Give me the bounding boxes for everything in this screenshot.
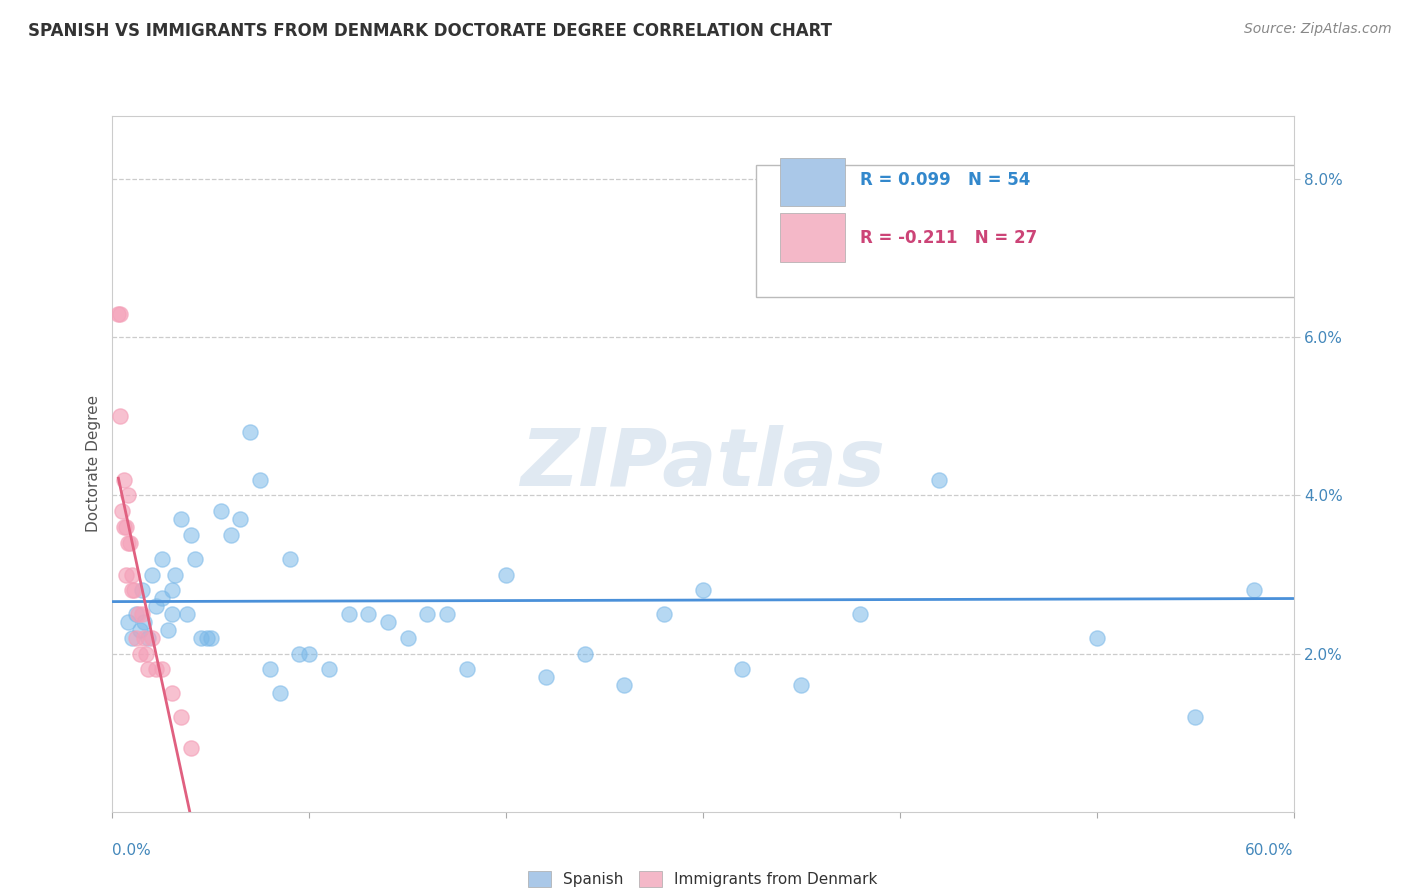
Point (145, 599, 167, 614)
Point (150, 662, 173, 676)
Point (136, 631, 159, 645)
Point (115, 567, 138, 582)
Point (170, 512, 193, 526)
Point (652, 607, 675, 621)
Point (229, 512, 252, 526)
Point (249, 473, 271, 487)
Point (357, 607, 380, 621)
Point (165, 567, 187, 582)
Point (1184, 710, 1206, 724)
Point (170, 710, 193, 724)
FancyBboxPatch shape (756, 165, 1299, 297)
Point (928, 473, 950, 487)
Point (121, 583, 143, 598)
Point (180, 741, 202, 756)
Point (692, 583, 714, 598)
Point (269, 686, 291, 700)
Point (337, 607, 360, 621)
Point (318, 662, 340, 676)
Point (495, 567, 517, 582)
Point (259, 662, 281, 676)
Point (129, 647, 152, 661)
Point (180, 528, 202, 542)
Point (278, 551, 301, 566)
Point (117, 488, 139, 502)
Point (416, 607, 439, 621)
Point (107, 307, 129, 321)
Point (136, 662, 159, 676)
Point (125, 607, 148, 621)
Point (110, 409, 132, 424)
Point (129, 623, 152, 637)
Point (849, 607, 872, 621)
Point (209, 504, 232, 518)
Point (184, 551, 207, 566)
Point (190, 631, 212, 645)
Point (613, 678, 636, 692)
Point (195, 631, 218, 645)
Point (377, 615, 399, 629)
Point (200, 631, 222, 645)
Y-axis label: Doctorate Degree: Doctorate Degree (86, 395, 101, 533)
Legend: Spanish, Immigrants from Denmark: Spanish, Immigrants from Denmark (520, 863, 886, 892)
Point (790, 678, 813, 692)
Point (121, 631, 143, 645)
Point (131, 583, 153, 598)
Point (1243, 583, 1265, 598)
Point (121, 567, 143, 582)
Point (298, 647, 321, 661)
Point (574, 647, 596, 661)
FancyBboxPatch shape (780, 158, 845, 206)
Point (160, 607, 183, 621)
Text: ZIPatlas: ZIPatlas (520, 425, 886, 503)
Point (132, 631, 155, 645)
Point (115, 520, 138, 534)
Point (396, 631, 419, 645)
Point (131, 607, 153, 621)
Text: R = 0.099   N = 54: R = 0.099 N = 54 (860, 171, 1031, 189)
Point (150, 591, 173, 606)
Point (156, 623, 179, 637)
Point (117, 615, 139, 629)
Point (731, 662, 754, 676)
Point (122, 583, 145, 598)
Point (120, 536, 142, 550)
Point (160, 583, 183, 598)
Point (117, 536, 139, 550)
Point (987, 252, 1010, 266)
Point (112, 520, 135, 534)
Point (145, 662, 167, 676)
Text: SPANISH VS IMMIGRANTS FROM DENMARK DOCTORATE DEGREE CORRELATION CHART: SPANISH VS IMMIGRANTS FROM DENMARK DOCTO… (28, 22, 832, 40)
Point (176, 607, 198, 621)
Point (534, 670, 557, 684)
Point (111, 504, 134, 518)
Text: 0.0%: 0.0% (112, 843, 152, 858)
Point (141, 567, 163, 582)
Point (288, 647, 311, 661)
Point (125, 631, 148, 645)
Point (141, 631, 163, 645)
Point (110, 307, 132, 321)
Point (150, 551, 173, 566)
Point (127, 607, 149, 621)
Text: 60.0%: 60.0% (1246, 843, 1294, 858)
Text: Source: ZipAtlas.com: Source: ZipAtlas.com (1244, 22, 1392, 37)
Point (112, 473, 135, 487)
Point (1085, 631, 1108, 645)
Text: R = -0.211   N = 27: R = -0.211 N = 27 (860, 228, 1038, 247)
Point (160, 686, 183, 700)
Point (239, 425, 262, 440)
Point (132, 615, 155, 629)
FancyBboxPatch shape (780, 213, 845, 262)
Point (456, 662, 478, 676)
Point (219, 528, 242, 542)
Point (135, 647, 157, 661)
Point (436, 607, 458, 621)
